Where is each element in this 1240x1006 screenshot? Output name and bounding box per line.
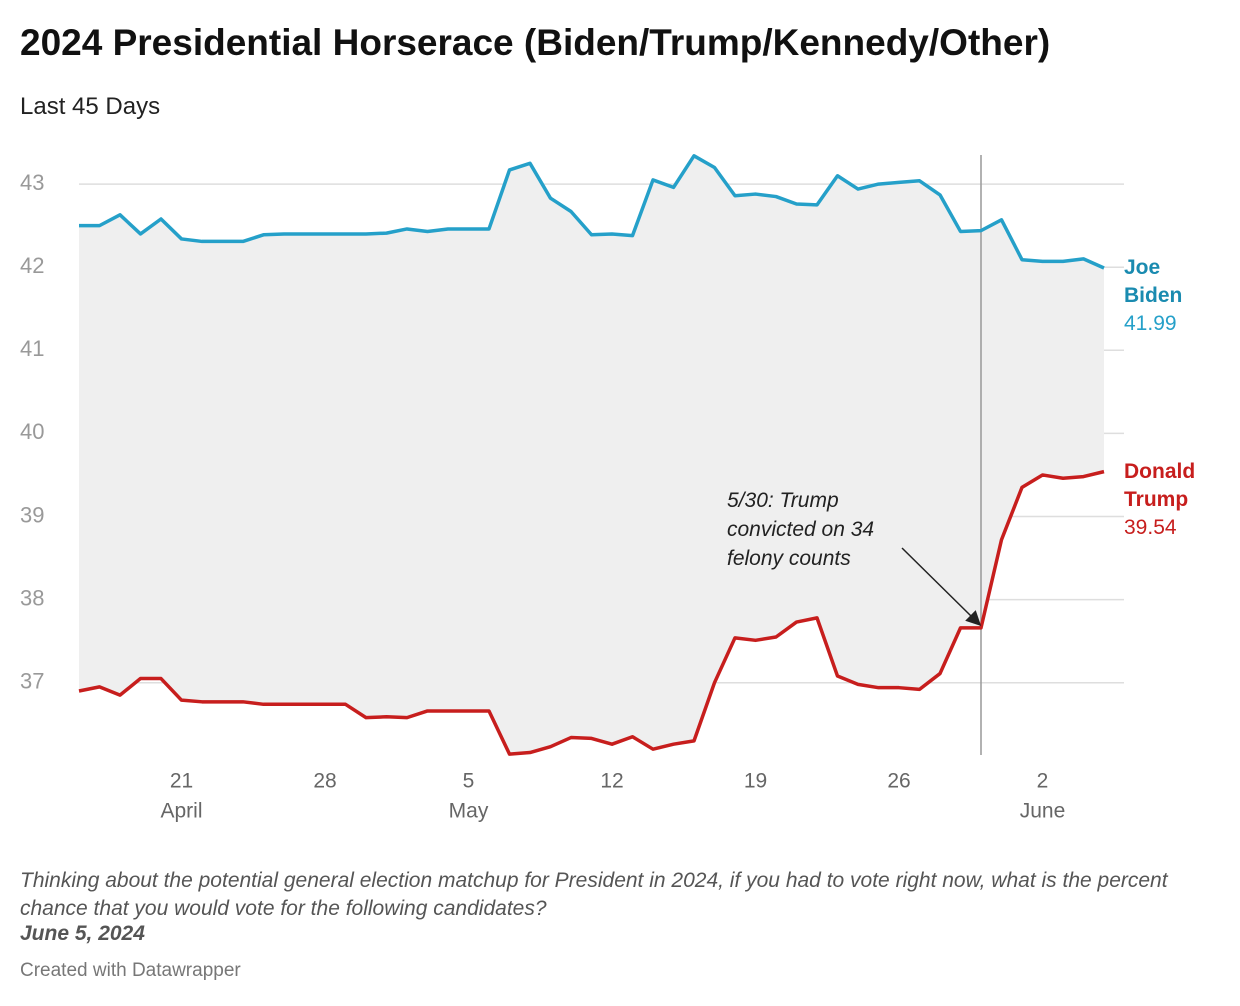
chart-notes: Thinking about the potential general ele…: [20, 869, 1168, 920]
x-tick-label: 5: [463, 770, 475, 793]
chart-subtitle: Last 45 Days: [20, 93, 161, 120]
x-tick-label: 26: [887, 770, 910, 793]
x-tick-label: 28: [313, 770, 336, 793]
x-month-label: May: [449, 800, 489, 823]
x-tick-label: 19: [744, 770, 767, 793]
line-series: [78, 469, 1105, 756]
annotation: 5/30: Trump convicted on 34 felony count…: [727, 489, 875, 570]
credit: Created with Datawrapper: [20, 960, 241, 981]
x-month-label: June: [1020, 800, 1066, 823]
y-tick-label: 43: [20, 170, 44, 195]
chart-title: 2024 Presidential Horserace (Biden/Trump…: [20, 22, 1051, 63]
end-label: Joe Biden 41.99: [1124, 254, 1234, 338]
series-value: 39.54: [1124, 515, 1177, 539]
y-tick-label: 38: [20, 585, 44, 610]
end-label: Donald Trump 39.54: [1124, 458, 1234, 542]
range-area: [79, 155, 1104, 755]
y-tick-label: 39: [20, 502, 44, 527]
chart: 37 38 39 40 41 42 43 21 28 5 12 19 26 2 April May June: [20, 154, 1124, 823]
series-value: 41.99: [1124, 312, 1177, 336]
chart-date: June 5, 2024: [20, 922, 145, 945]
x-tick-label: 12: [600, 770, 623, 793]
y-tick-label: 37: [20, 669, 44, 694]
x-tick-label: 21: [170, 770, 193, 793]
x-month-label: April: [160, 800, 202, 823]
series-name: Joe Biden: [1124, 256, 1183, 308]
line-series: [79, 154, 1105, 270]
x-tick-label: 2: [1037, 770, 1049, 793]
annotation-arrow: [901, 547, 982, 626]
y-tick-label: 42: [20, 253, 44, 278]
y-tick-label: 41: [20, 336, 44, 361]
y-tick-label: 40: [20, 419, 44, 444]
series-name: Donald Trump: [1124, 459, 1196, 511]
